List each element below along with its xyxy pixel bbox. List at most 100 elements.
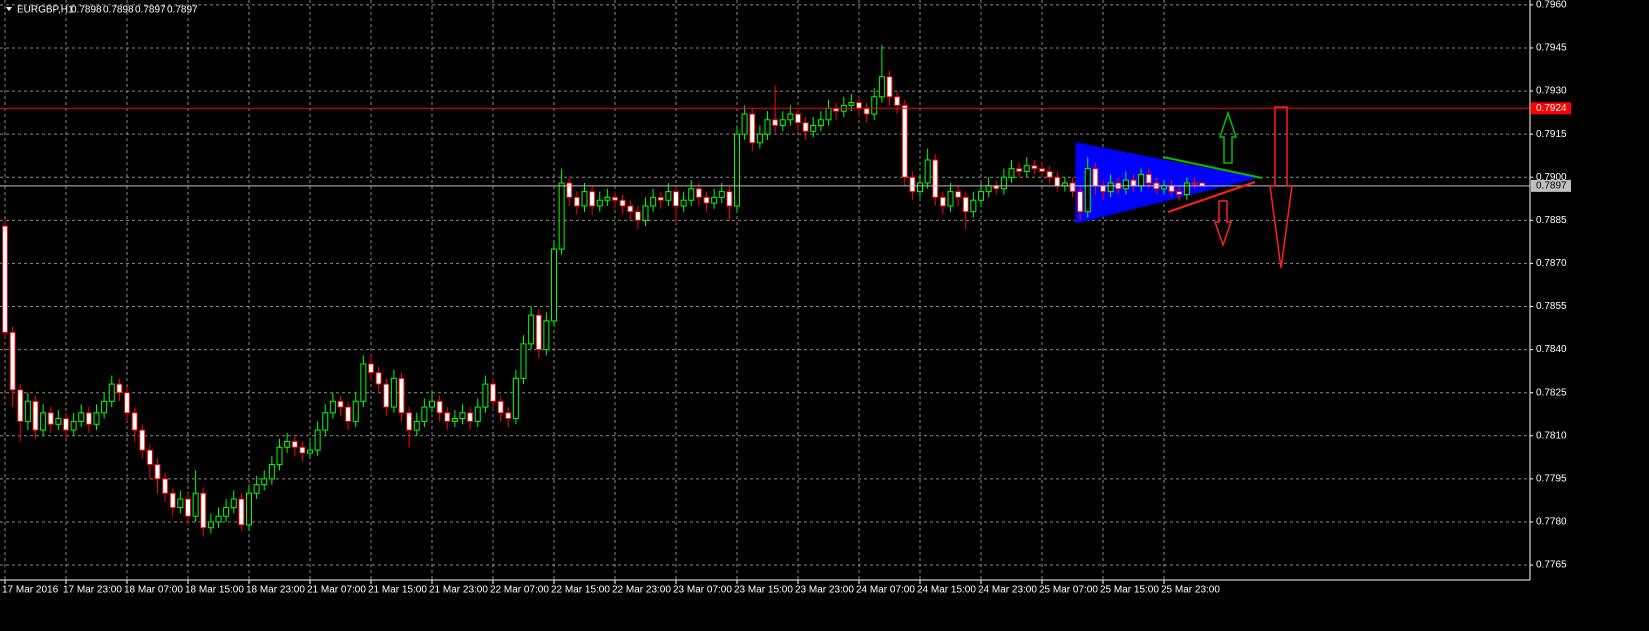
candle-body <box>398 377 405 414</box>
candle-body <box>1000 176 1007 190</box>
y-tick-label: 0.7915 <box>1536 129 1567 140</box>
candle-body <box>1069 182 1076 193</box>
candle-body <box>482 383 489 408</box>
candle-body <box>223 507 230 517</box>
candle-body <box>459 412 466 420</box>
candle-body <box>573 196 580 207</box>
candle-body <box>985 185 992 193</box>
y-tick-label: 0.7825 <box>1536 387 1567 398</box>
price-label: 0.7897 <box>1536 181 1567 192</box>
candle-body <box>665 191 672 201</box>
candle-body <box>695 188 702 198</box>
candle-body <box>467 412 474 422</box>
price-label-box <box>1531 102 1571 115</box>
candle-body <box>810 125 817 132</box>
candle-body <box>368 363 374 374</box>
candle-body <box>146 449 153 466</box>
candle-body <box>901 104 908 178</box>
candle-body <box>627 205 634 213</box>
triangle-pattern <box>1075 142 1257 224</box>
header-arrow <box>6 7 12 11</box>
candle-body <box>322 412 329 431</box>
candle-body <box>1176 191 1183 195</box>
candle-body <box>55 418 62 425</box>
x-tick-label: 25 Mar 15:00 <box>1100 585 1159 596</box>
candle-body <box>154 464 161 480</box>
candle-body <box>703 196 710 204</box>
candle-body <box>329 400 336 414</box>
candle-body <box>253 484 260 494</box>
candle-body <box>726 191 733 207</box>
candle-body <box>680 199 687 207</box>
candle-body <box>2 225 8 333</box>
candle-body <box>406 412 413 431</box>
candle-body <box>924 159 931 184</box>
candle-body <box>360 363 367 402</box>
candle-body <box>1016 168 1023 173</box>
candle-body <box>970 199 977 213</box>
candle-body <box>634 211 641 221</box>
price-label-box <box>1531 179 1571 192</box>
drawings <box>1162 106 1293 269</box>
last-low: 0.7897 <box>135 5 166 16</box>
x-tick-label: 23 Mar 23:00 <box>795 585 854 596</box>
candle-body <box>741 113 748 135</box>
candle-body <box>40 412 47 431</box>
grid-layer <box>0 0 1530 580</box>
x-tick-label: 23 Mar 07:00 <box>673 585 732 596</box>
y-tick-label: 0.7855 <box>1536 301 1567 312</box>
x-tick-label: 21 Mar 15:00 <box>368 585 427 596</box>
y-tick-label: 0.7960 <box>1536 0 1567 11</box>
candle-body <box>47 412 54 425</box>
candle-body <box>345 406 352 422</box>
candle-body <box>131 412 138 431</box>
y-tick-label: 0.7930 <box>1536 86 1567 97</box>
candle-body <box>1122 179 1129 190</box>
candle-body <box>909 176 916 193</box>
y-tick-label: 0.7945 <box>1536 43 1567 54</box>
candle-body <box>299 446 306 454</box>
candle-body <box>688 188 695 201</box>
candle-body <box>596 199 603 207</box>
candle-body <box>756 133 763 144</box>
candle-body <box>642 205 649 221</box>
drawings <box>1075 142 1257 224</box>
x-tick-label: 22 Mar 07:00 <box>490 585 549 596</box>
y-tick-label: 0.7900 <box>1536 172 1567 183</box>
candle-body <box>497 400 504 414</box>
candle-body <box>589 191 596 207</box>
candle-body <box>284 441 291 448</box>
candle-body <box>718 191 725 198</box>
candle-body <box>863 107 870 115</box>
candle-body <box>24 400 31 422</box>
candle-body <box>276 446 283 466</box>
x-tick-label: 22 Mar 15:00 <box>551 585 610 596</box>
x-tick-label: 24 Mar 15:00 <box>917 585 976 596</box>
candle-body <box>162 478 169 494</box>
candle-body <box>1138 173 1145 187</box>
candle-body <box>116 383 123 394</box>
candle-body <box>78 412 85 422</box>
candle-body <box>932 159 939 198</box>
y-tick-label: 0.7765 <box>1536 560 1567 571</box>
candle-body <box>215 515 222 523</box>
arrow-down-small <box>1213 200 1233 248</box>
candle-body <box>886 76 893 98</box>
candle-body <box>978 191 984 201</box>
candle-body <box>32 400 39 431</box>
candle-body <box>352 400 359 422</box>
candle-body <box>848 102 855 106</box>
arrow-up <box>1218 110 1238 164</box>
x-tick-label: 18 Mar 15:00 <box>185 585 244 596</box>
x-tick-label: 21 Mar 23:00 <box>429 585 488 596</box>
candle-body <box>124 392 130 414</box>
candle-body <box>200 492 207 529</box>
candle-body <box>9 331 16 391</box>
candle-body <box>856 102 862 109</box>
candle-body <box>375 372 382 385</box>
candle-body <box>1046 171 1053 178</box>
candle-body <box>1039 168 1045 173</box>
candle-body <box>787 113 794 121</box>
candle-body <box>566 182 573 198</box>
candle-body <box>1183 182 1190 195</box>
